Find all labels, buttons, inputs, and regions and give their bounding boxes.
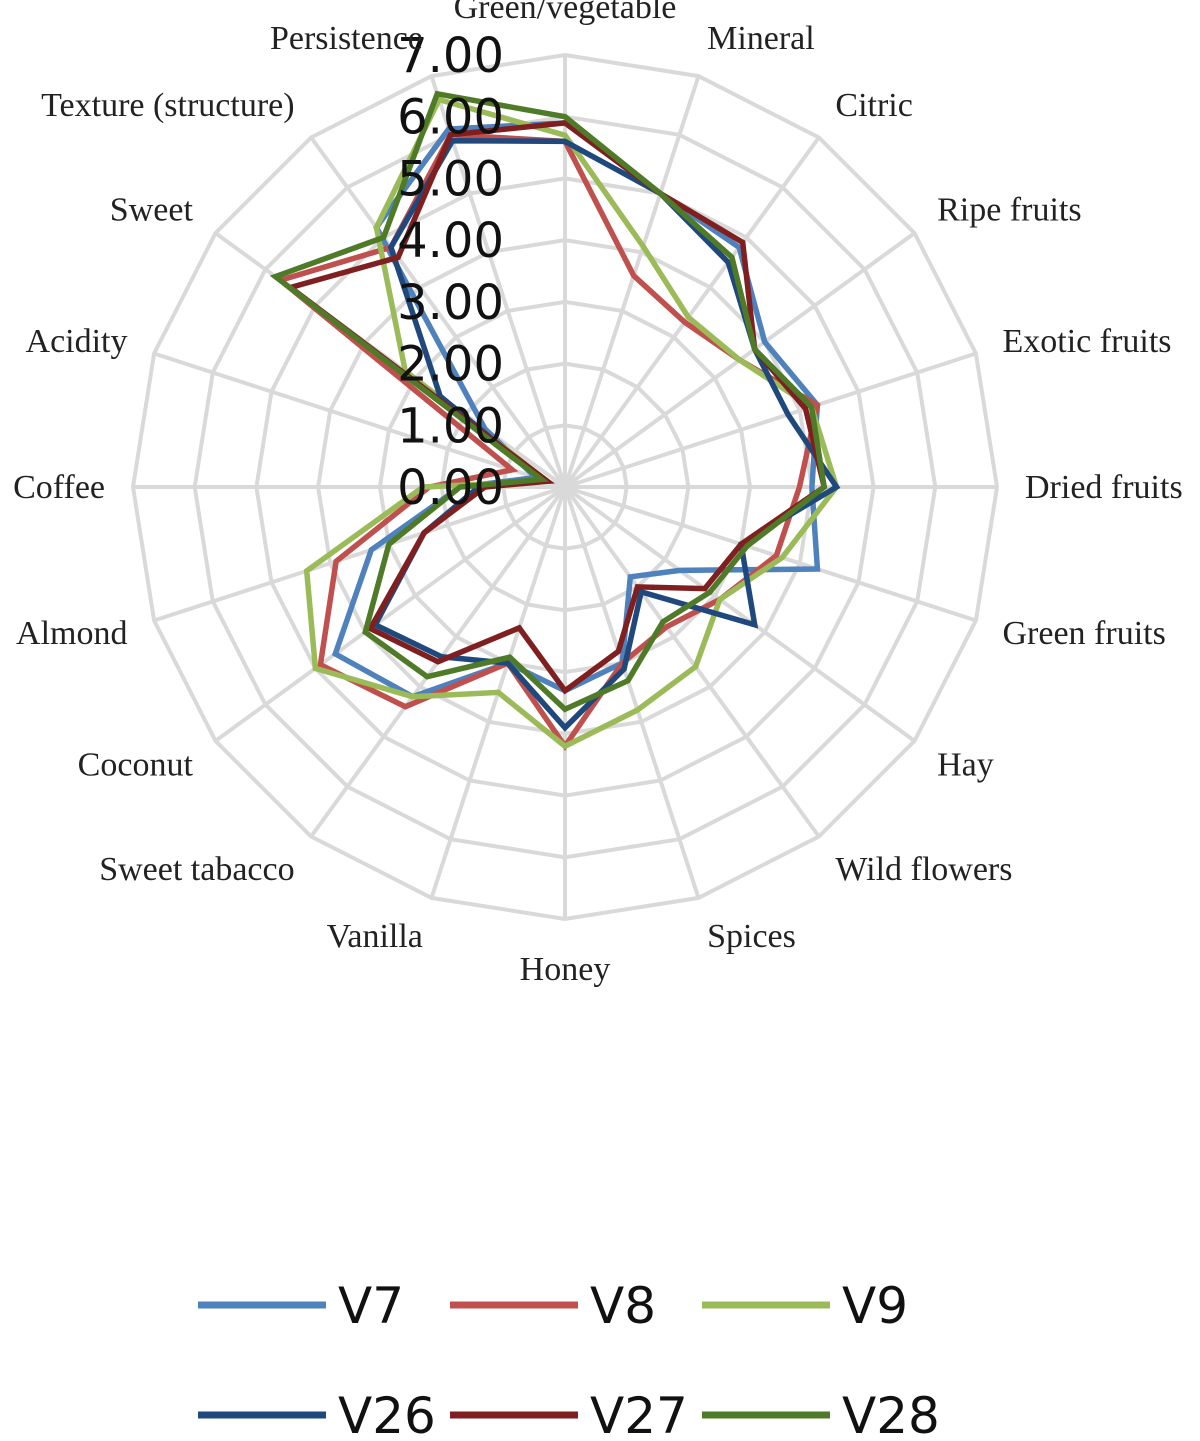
- category-label: Citric: [835, 87, 912, 124]
- grid-spoke: [563, 486, 701, 899]
- legend-label-v9: V9: [842, 1277, 908, 1335]
- category-label: Mineral: [707, 20, 815, 57]
- legend-label-v8: V8: [590, 1277, 656, 1335]
- tick-label: 6.00: [397, 90, 504, 146]
- category-label: Exotic fruits: [1003, 323, 1172, 360]
- radar-grid: [130, 52, 1000, 922]
- category-label: Almond: [16, 615, 127, 652]
- legend-label-v27: V27: [590, 1387, 688, 1441]
- grid-spoke: [153, 351, 566, 489]
- tick-label: 4.00: [397, 213, 504, 269]
- tick-label: 2.00: [397, 337, 504, 393]
- category-label: Texture (structure): [41, 87, 294, 124]
- grid-spoke: [429, 75, 567, 488]
- category-label: Vanilla: [327, 918, 423, 955]
- category-labels: Green/vegetable Mineral Citric Ripe fruits E…: [13, 0, 1183, 988]
- category-label: Ripe fruits: [937, 192, 1081, 229]
- category-label: Green/vegetable: [454, 0, 677, 26]
- legend-label-v26: V26: [338, 1387, 436, 1441]
- grid-spoke: [153, 485, 566, 623]
- category-label: Coffee: [13, 469, 105, 506]
- category-label: Dried fruits: [1025, 469, 1183, 506]
- grid-spoke: [564, 351, 977, 489]
- series-line-v28: [269, 90, 828, 713]
- grid-spoke: [563, 136, 821, 489]
- chart-legend: V7 V8 V9 V26 V27 V28: [198, 1277, 940, 1441]
- category-label: Sweet tabacco: [99, 851, 294, 888]
- tick-label: 7.00: [397, 28, 504, 84]
- category-label: Sweet: [110, 192, 194, 229]
- tick-label: 0.00: [397, 460, 504, 516]
- category-label: Persistence: [270, 20, 423, 57]
- grid-spoke: [563, 485, 821, 838]
- legend-label-v28: V28: [842, 1387, 940, 1441]
- grid-spoke: [563, 485, 916, 743]
- grid-spoke: [564, 485, 977, 623]
- category-label: Acidity: [26, 323, 128, 360]
- tick-label: 1.00: [397, 398, 504, 454]
- tick-label: 3.00: [397, 275, 504, 331]
- category-label: Wild flowers: [835, 851, 1012, 888]
- grid-spoke: [214, 485, 567, 743]
- legend-label-v7: V7: [338, 1277, 404, 1335]
- category-label: Green fruits: [1003, 615, 1166, 652]
- category-label: Spices: [707, 918, 796, 955]
- radial-tick-labels: 0.00 1.002.00 3.00 4.00 5.006.00 7.00: [397, 28, 504, 516]
- grid-spoke: [563, 75, 701, 488]
- category-label: Hay: [937, 746, 994, 783]
- radar-series: [269, 90, 841, 752]
- tick-label: 5.00: [397, 151, 504, 207]
- category-label: Honey: [520, 951, 611, 988]
- grid-spoke: [309, 136, 567, 489]
- category-label: Coconut: [78, 746, 194, 783]
